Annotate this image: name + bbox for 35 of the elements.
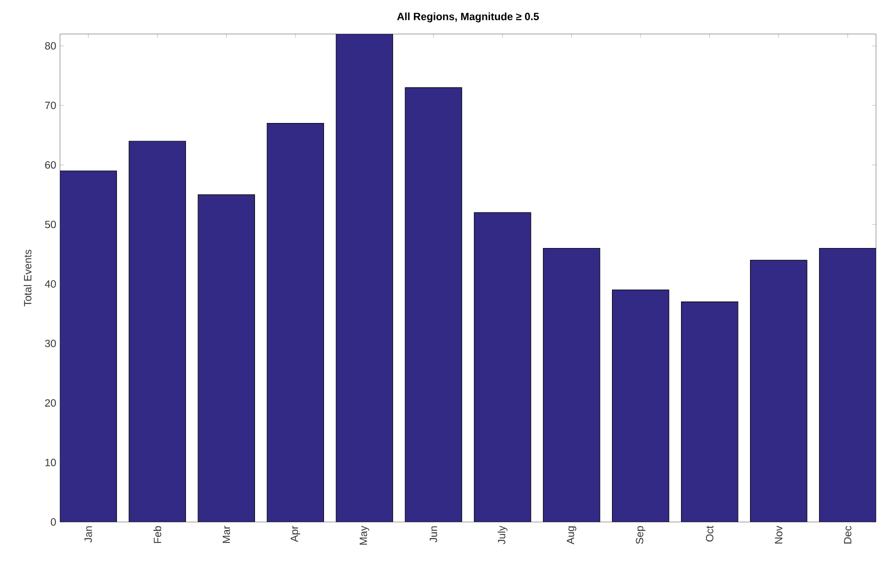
x-tick-label: Dec — [844, 526, 852, 544]
y-axis-title: Total Events — [24, 250, 32, 306]
x-tick-label: Feb — [153, 526, 162, 543]
bar — [612, 290, 670, 522]
y-tick-label: 50 — [45, 220, 56, 228]
x-tick-label: Jan — [84, 526, 92, 542]
bar — [336, 34, 394, 522]
y-tick-label: 30 — [45, 340, 56, 348]
bar — [542, 248, 600, 522]
bar — [474, 212, 532, 522]
bar — [60, 170, 117, 522]
x-tick-label: Nov — [775, 526, 782, 544]
y-tick-label: 80 — [45, 42, 56, 50]
x-tick-label: Sep — [636, 526, 646, 544]
y-tick-label: 70 — [45, 102, 56, 110]
bar — [266, 122, 324, 522]
y-tick-label: 20 — [45, 399, 56, 407]
y-tick-label: 60 — [45, 161, 56, 169]
y-tick-label: 0 — [50, 518, 56, 526]
chart-title: All Regions, Magnitude ≥ 0.5 — [397, 12, 539, 22]
bar — [128, 140, 186, 522]
x-tick-label: Aug — [566, 526, 576, 544]
y-tick-label: 10 — [45, 458, 56, 466]
x-tick-label: Mar — [222, 526, 230, 543]
bar — [198, 194, 255, 522]
bar — [681, 302, 738, 522]
y-tick-label: 40 — [44, 280, 56, 288]
bar — [750, 260, 808, 522]
bar — [404, 87, 462, 522]
bar — [819, 248, 876, 522]
x-tick-label: July — [498, 526, 508, 544]
x-tick-label: May — [360, 526, 370, 545]
x-tick-label: Oct — [706, 526, 714, 542]
x-tick-label: Apr — [290, 526, 300, 542]
x-tick-label: Jun — [430, 526, 438, 542]
